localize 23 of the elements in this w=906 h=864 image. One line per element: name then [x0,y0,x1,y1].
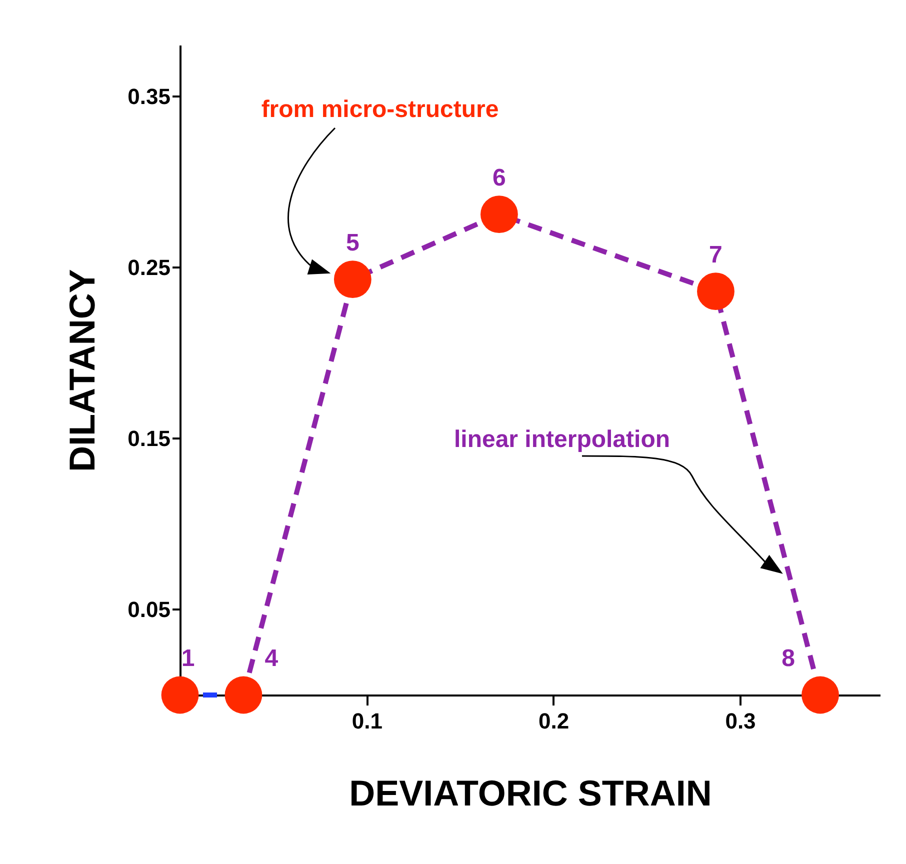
y-tick-label: 0.35 [128,84,170,109]
point [161,676,199,714]
annotation: from micro-structure [261,96,499,123]
annotation: linear interpolation [454,426,670,453]
x-tick-label: 0.1 [352,708,382,734]
y-tick-label: 0.05 [128,596,170,622]
point [334,260,372,298]
y-tick-label: 0.25 [128,254,170,280]
point [697,272,734,310]
y-tick-label: 0.15 [128,426,170,451]
x-axis-title: DEVIATORIC STRAIN [349,772,712,814]
point [480,196,518,234]
annotation: 4 [264,645,279,672]
point [224,676,262,714]
y-axis-title: DILATANCY [62,269,103,472]
x-tick-label: 0.2 [538,708,570,734]
annotation: 8 [782,645,795,672]
x-tick-label: 0.3 [725,708,756,734]
annotation: 5 [346,229,360,256]
annotation: 7 [709,241,722,268]
point [802,676,839,714]
annotation: 1 [181,645,195,672]
annotation: 6 [492,164,506,192]
